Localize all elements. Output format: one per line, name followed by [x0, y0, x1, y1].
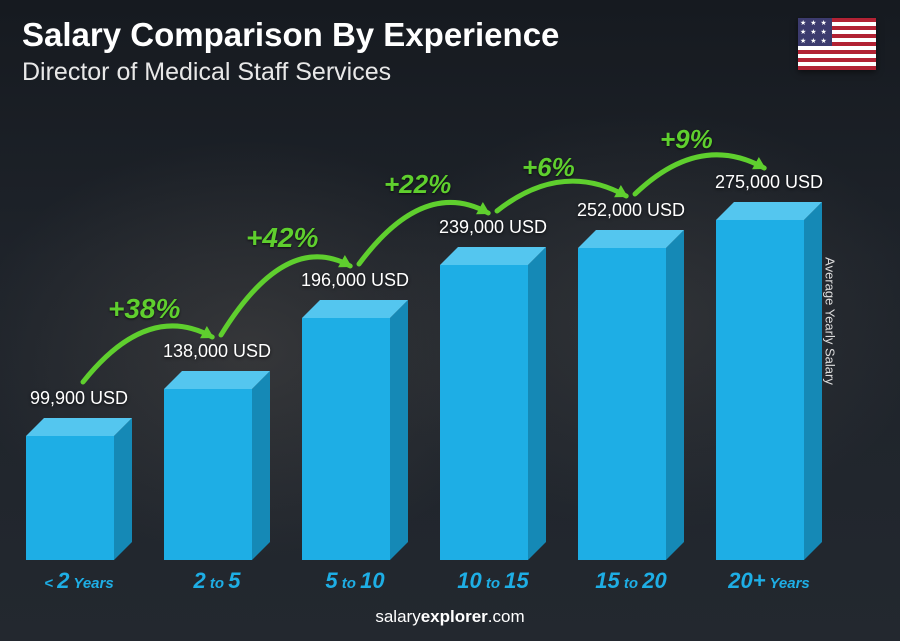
flag-icon	[798, 18, 876, 70]
bar	[578, 120, 684, 560]
bar-chart: 99,900 USD< 2 Years138,000 USD2 to 5196,…	[22, 120, 852, 560]
page-subtitle: Director of Medical Staff Services	[22, 58, 391, 87]
bar-category-label: 10 to 15	[420, 568, 566, 594]
infographic-stage: Salary Comparison By Experience Director…	[0, 0, 900, 641]
page-title: Salary Comparison By Experience	[22, 16, 559, 54]
bar	[26, 120, 132, 560]
footer-brand-suffix: .com	[488, 607, 525, 626]
bar-value: 239,000 USD	[422, 217, 564, 238]
bar-category-label: 20+ Years	[696, 568, 842, 594]
bar	[164, 120, 270, 560]
delta-label: +42%	[246, 222, 318, 254]
bar-category-label: 5 to 10	[282, 568, 428, 594]
footer-brand: salaryexplorer.com	[0, 607, 900, 627]
delta-label: +6%	[522, 152, 575, 183]
bar-category-label: 15 to 20	[558, 568, 704, 594]
bar-category-label: < 2 Years	[6, 568, 152, 594]
bar	[440, 120, 546, 560]
footer-brand-left: salary	[375, 607, 420, 626]
bar-category-label: 2 to 5	[144, 568, 290, 594]
footer-brand-right: explorer	[421, 607, 488, 626]
delta-label: +22%	[384, 169, 451, 200]
delta-label: +38%	[108, 293, 180, 325]
bar-value: 138,000 USD	[146, 341, 288, 362]
bar-value: 252,000 USD	[560, 200, 702, 221]
bar-value: 99,900 USD	[8, 388, 150, 409]
bar-value: 275,000 USD	[698, 172, 840, 193]
bar-value: 196,000 USD	[284, 270, 426, 291]
delta-label: +9%	[660, 124, 713, 155]
